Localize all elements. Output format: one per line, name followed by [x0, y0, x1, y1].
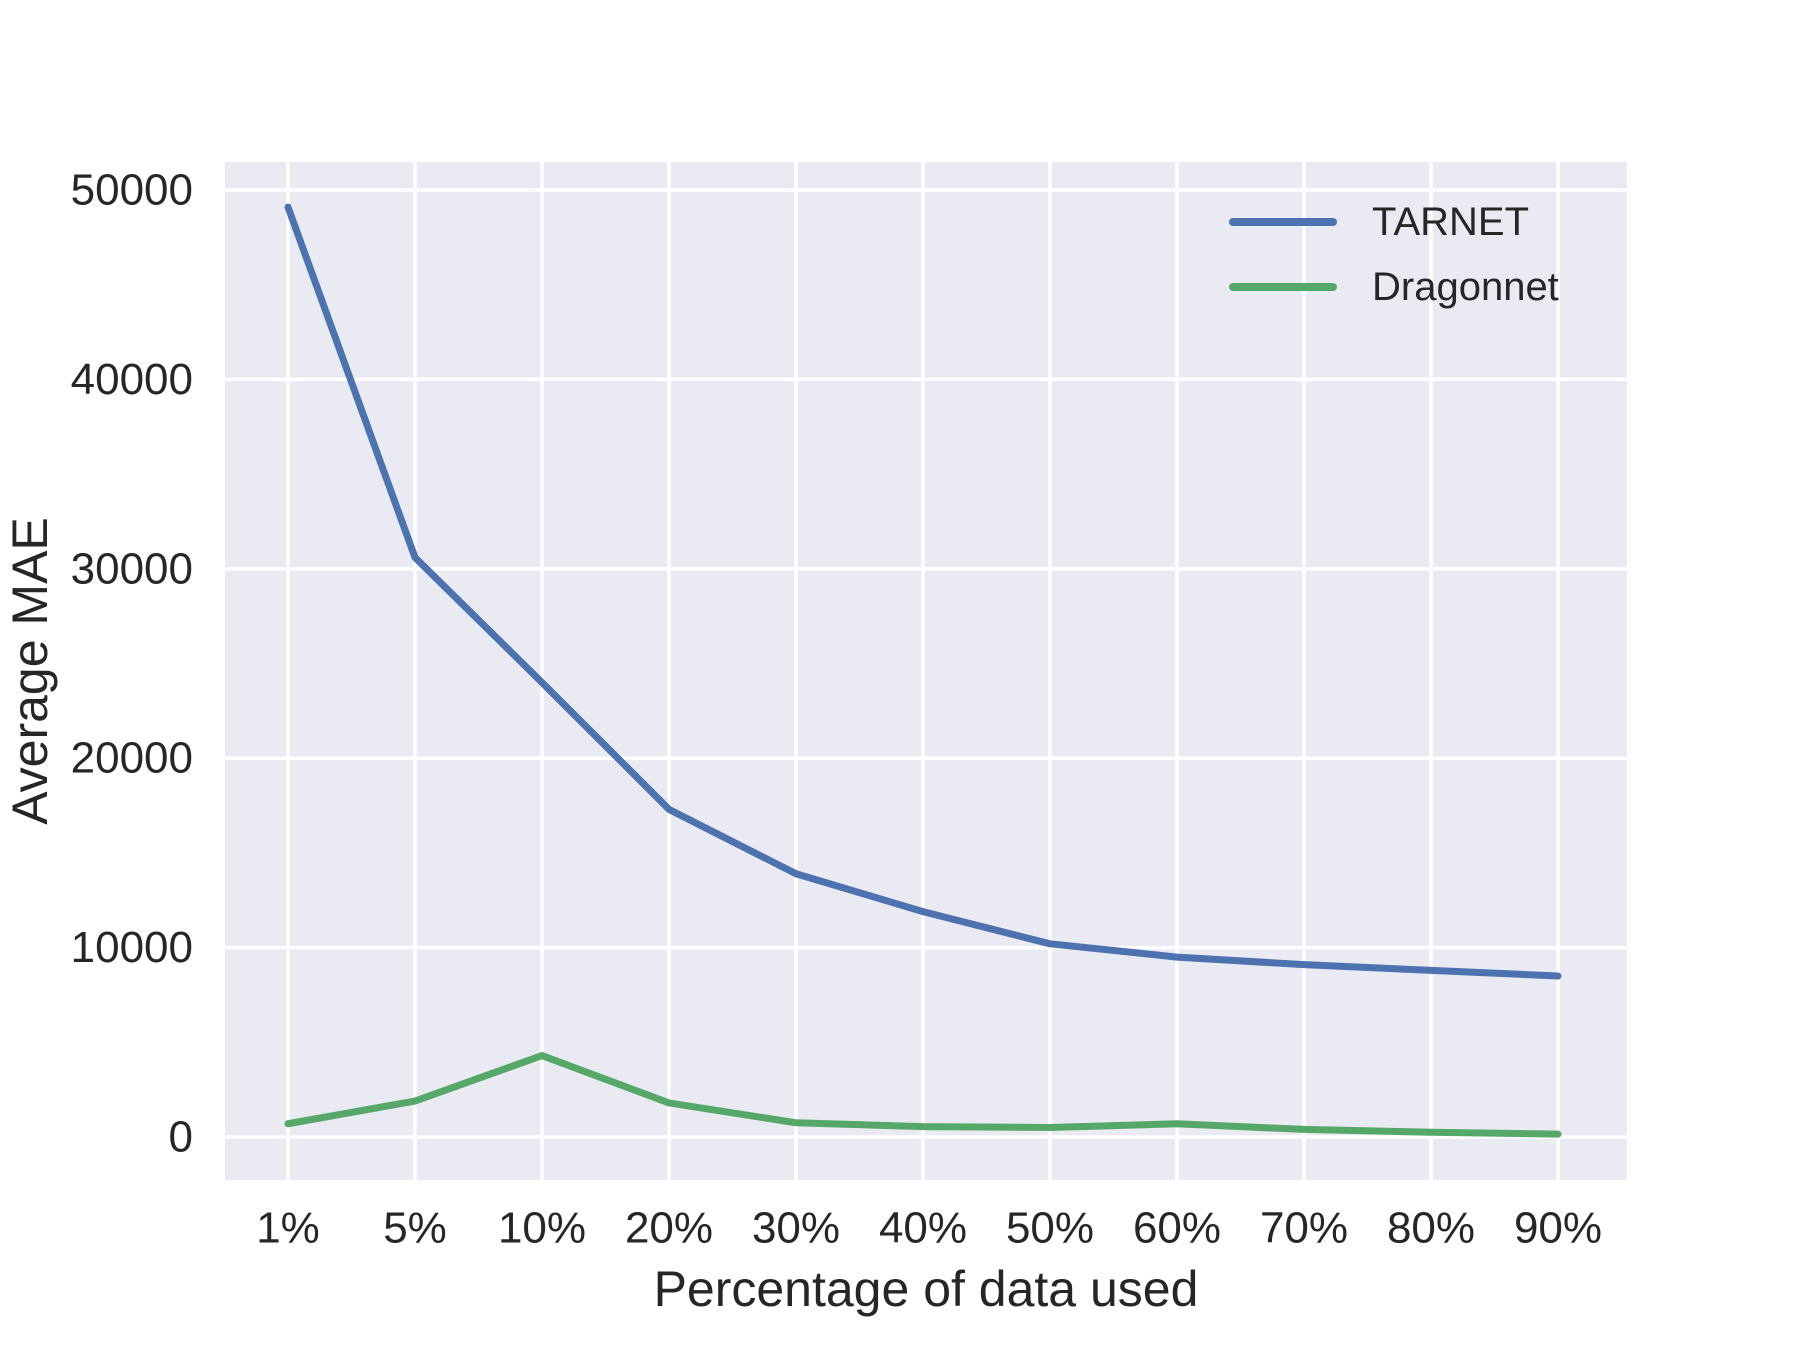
y-tick-label: 10000: [71, 923, 193, 972]
x-tick-label: 50%: [1006, 1204, 1094, 1253]
y-axis-label: Average MAE: [2, 517, 58, 825]
x-axis-tick-labels: 1% 5% 10% 20% 30% 40% 50% 60% 70% 80% 90%: [256, 1204, 1602, 1253]
x-tick-label: 40%: [879, 1204, 967, 1253]
plot-area: [225, 162, 1627, 1180]
x-tick-label: 60%: [1133, 1204, 1221, 1253]
series-line-dragonnet: [284, 1052, 1562, 1138]
y-tick-label: 0: [169, 1113, 193, 1162]
series-lines: [284, 203, 1562, 1138]
x-tick-label: 90%: [1514, 1204, 1602, 1253]
y-tick-label: 30000: [71, 544, 193, 593]
legend: TARNET Dragonnet: [1229, 200, 1559, 309]
y-tick-label: 20000: [71, 734, 193, 783]
y-tick-label: 40000: [71, 355, 193, 404]
series-line-tarnet: [284, 203, 1562, 980]
y-axis-tick-labels: 0 10000 20000 30000 40000 50000: [71, 166, 193, 1162]
x-tick-label: 80%: [1387, 1204, 1475, 1253]
x-tick-label: 70%: [1260, 1204, 1348, 1253]
x-tick-label: 5%: [383, 1204, 447, 1253]
y-tick-label: 50000: [71, 166, 193, 215]
gridlines: [225, 162, 1627, 1180]
legend-label-dragonnet: Dragonnet: [1372, 265, 1559, 309]
legend-label-tarnet: TARNET: [1372, 200, 1529, 244]
x-axis-label: Percentage of data used: [654, 1261, 1199, 1317]
x-tick-label: 1%: [256, 1204, 320, 1253]
x-tick-label: 10%: [498, 1204, 586, 1253]
x-tick-label: 20%: [625, 1204, 713, 1253]
x-tick-label: 30%: [752, 1204, 840, 1253]
